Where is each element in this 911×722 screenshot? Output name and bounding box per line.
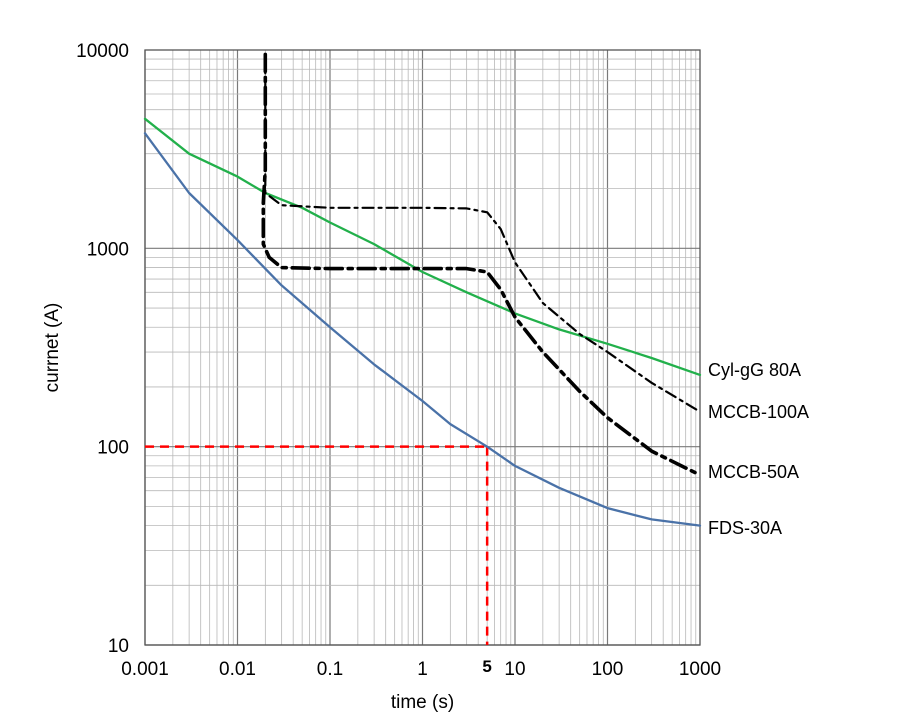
y-tick-label: 10000 [76, 41, 129, 62]
series-label: MCCB-100A [708, 402, 809, 422]
chart-grid [144, 50, 700, 646]
y-tick-label: 10 [108, 636, 129, 657]
series-line-cyl-gg-80a [143, 117, 702, 377]
series-line-mccb-100a [264, 53, 702, 413]
plot-area [144, 49, 701, 646]
series-line-fds-30a [143, 132, 702, 527]
series-label: FDS-30A [708, 518, 782, 538]
y-tick-label: 100 [97, 438, 129, 459]
series-label: Cyl-gG 80A [708, 360, 801, 380]
series-labels: FDS-30A Cyl-gG 80A MCCB-100A MCCB-50A [708, 360, 809, 538]
x-tick-labels: 0.001 0.01 0.1 1 10 100 1000 [121, 659, 721, 680]
plot-frame [144, 49, 701, 646]
x-tick-label: 1000 [679, 659, 721, 680]
series-label: MCCB-50A [708, 462, 799, 482]
y-axis-label: currnet (A) [42, 303, 63, 393]
x-tick-label: 0.001 [121, 659, 169, 680]
x-tick-label: 0.1 [317, 659, 343, 680]
x-tick-label: 10 [504, 659, 525, 680]
series-line-mccb-50a [261, 52, 702, 477]
x-tick-label: 1 [417, 659, 428, 680]
x-axis-label: time (s) [391, 692, 454, 713]
y-tick-label: 1000 [87, 239, 129, 260]
reference-marker-label: 5 [482, 657, 491, 676]
x-tick-label: 100 [592, 659, 624, 680]
y-tick-labels: 10 100 1000 10000 [76, 41, 129, 657]
x-tick-label: 0.01 [219, 659, 256, 680]
reference-lines [145, 445, 489, 645]
series-group [143, 52, 702, 527]
